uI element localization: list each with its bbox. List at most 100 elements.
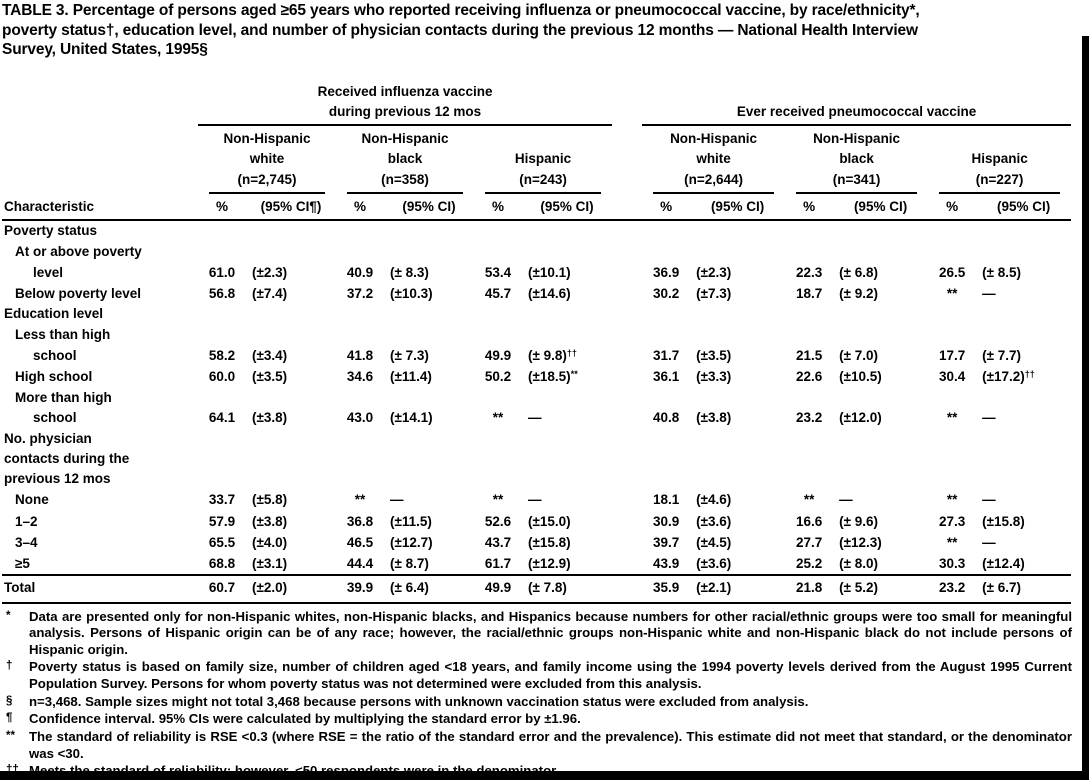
pct-cell: 58.2 <box>208 347 236 363</box>
footnote-marker: § <box>6 694 13 707</box>
table-row: Education level <box>2 304 1071 324</box>
pct-cell: 22.6 <box>795 368 823 384</box>
row-label: ≥5 <box>15 556 30 571</box>
pct-cell: 18.7 <box>795 285 823 301</box>
pct-cell: 60.7 <box>198 574 246 604</box>
ci-cell: (±4.6) <box>696 492 732 508</box>
column-spacer <box>612 429 642 490</box>
pct-cell: 45.7 <box>484 285 512 301</box>
table-title: TABLE 3. Percentage of persons aged ≥65 … <box>2 2 920 58</box>
pct-cell: ** <box>492 410 504 426</box>
ci-cell: (±12.4) <box>982 556 1025 571</box>
footnote: ** The standard of reliability is RSE <0.… <box>2 729 1072 762</box>
ci-cell: (±3.1) <box>252 556 288 571</box>
ci-cell: (± 9.8)†† <box>528 347 577 363</box>
ci-cell: (±3.8) <box>252 410 288 426</box>
pct-cell <box>474 304 522 324</box>
ci-cell: (±3.6) <box>696 513 732 529</box>
ci-cell <box>833 429 928 490</box>
ci-cell: (±14.6) <box>528 285 571 301</box>
ci-cell: (± 7.0) <box>839 347 878 363</box>
ci-cell: (±10.5) <box>839 368 882 384</box>
pct-cell: 30.3 <box>938 556 966 571</box>
pct-cell: 36.8 <box>346 513 374 529</box>
pct-cell <box>642 220 690 241</box>
footnote-text: Data are presented only for non-Hispanic… <box>29 608 1072 657</box>
pct-cell: 27.7 <box>795 534 823 550</box>
ci-cell <box>246 429 336 490</box>
pct-cell <box>785 304 833 324</box>
ci-cell: — <box>982 534 996 550</box>
table-row: Total 60.7 (±2.0) 39.9 (± 6.4) 49.9 (± 7… <box>2 574 1072 604</box>
ci-cell: (±12.7) <box>390 534 433 550</box>
ci-cell <box>833 304 928 324</box>
column-spacer <box>612 241 642 283</box>
flu-white-header: Non-Hispanic white (n=2,745) <box>198 125 336 194</box>
ci-cell: (± 7.8) <box>522 574 613 604</box>
pct-header: % <box>642 193 691 222</box>
ci-cell: (±2.3) <box>252 264 288 280</box>
ci-header: (95% CI) <box>384 193 474 222</box>
pct-header: % <box>785 193 834 222</box>
row-label: None <box>15 492 49 508</box>
ci-cell <box>976 429 1071 490</box>
ci-cell: (±15.0) <box>528 513 571 529</box>
row-label: Education level <box>4 306 104 321</box>
pct-cell: ** <box>946 410 958 426</box>
table-row: Below poverty level 56.8 (±7.4) 37.2 (±1… <box>2 283 1071 304</box>
cell-footnote-marker: †† <box>566 347 577 358</box>
pneumo-hispanic-header: Hispanic (n=227) <box>928 125 1071 194</box>
pct-cell: 37.2 <box>346 285 374 301</box>
pct-cell: 25.2 <box>795 556 823 571</box>
pct-header: % <box>928 193 977 222</box>
ci-cell <box>522 220 612 241</box>
pct-cell: 65.5 <box>208 534 236 550</box>
pct-cell: ** <box>354 492 366 508</box>
pct-cell: 64.1 <box>208 410 236 426</box>
pneumo-white-header: Non-Hispanic white (n=2,644) <box>642 125 785 194</box>
pct-cell: 52.6 <box>484 513 512 529</box>
pct-cell: 56.8 <box>208 285 236 301</box>
column-header-row: Characteristic % (95% CI¶) % (95% CI) % … <box>2 193 1072 222</box>
pct-header: % <box>474 193 522 222</box>
ci-header: (95% CI) <box>833 193 929 222</box>
ci-cell: — <box>982 492 996 508</box>
pct-cell: 49.9 <box>484 347 512 363</box>
ci-cell: — <box>528 492 542 508</box>
flu-black-header: Non-Hispanic black (n=358) <box>336 125 474 194</box>
ci-cell: (±5.8) <box>252 492 288 508</box>
ci-cell: (±18.5)** <box>528 368 578 384</box>
ci-cell: (±2.3) <box>696 264 732 280</box>
pct-cell: ** <box>946 534 958 550</box>
pneumococcal-group-header: Ever received pneumococcal vaccine <box>642 71 1072 126</box>
table-row: None 33.7 (±5.8) ** — ** — 18.1 (±4.6) *… <box>2 489 1071 510</box>
influenza-group-header: Received influenza vaccine during previo… <box>198 71 613 126</box>
ci-cell <box>833 220 928 241</box>
ci-cell: (±3.5) <box>696 347 732 363</box>
ci-cell: (±11.5) <box>390 513 432 529</box>
pneumo-black-header: Non-Hispanic black (n=341) <box>785 125 928 194</box>
column-spacer <box>612 489 642 510</box>
footnote-marker: * <box>6 609 11 622</box>
ci-cell: (± 5.2) <box>833 574 929 604</box>
pct-cell: 39.7 <box>652 534 680 550</box>
pct-header: % <box>336 193 384 222</box>
pct-cell: 23.2 <box>795 410 823 426</box>
footnote-text: The standard of reliability is RSE <0.3 … <box>29 728 1072 761</box>
pct-cell <box>928 220 976 241</box>
pct-cell: ** <box>946 492 958 508</box>
pct-cell <box>474 220 522 241</box>
table-row: Less than high school 58.2 (±3.4) 41.8 (… <box>2 324 1071 366</box>
ci-cell <box>690 304 785 324</box>
ci-header: (95% CI) <box>690 193 786 222</box>
ci-cell: (±14.1) <box>390 410 433 426</box>
ci-cell: (± 6.4) <box>384 574 474 604</box>
pct-cell: 31.7 <box>652 347 680 363</box>
ci-cell: (± 6.7) <box>976 574 1072 604</box>
ci-cell: (±7.4) <box>252 285 288 301</box>
table-row: 1–2 57.9 (±3.8) 36.8 (±11.5) 52.6 (±15.0… <box>2 511 1071 532</box>
pneumococcal-group-label: Ever received pneumococcal vaccine <box>736 103 977 119</box>
cell-footnote-marker: †† <box>1024 368 1035 379</box>
pct-cell: 22.3 <box>795 264 823 280</box>
